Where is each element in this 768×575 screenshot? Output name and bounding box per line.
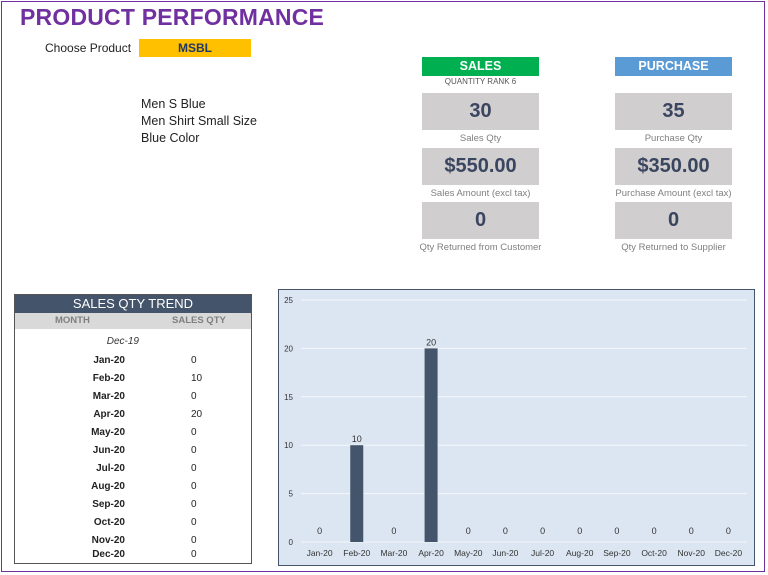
x-tick-label: Nov-20	[678, 548, 706, 558]
table-row: Dec-20 0	[15, 547, 251, 563]
trend-month-cell: Dec-20	[92, 549, 125, 560]
y-tick-label: 10	[284, 441, 293, 450]
qty-returned-from-customer-value: 0	[422, 202, 539, 239]
sales-qty-value: 30	[422, 93, 539, 130]
trend-month-cell: Oct-20	[93, 517, 125, 528]
trend-month-cell: Feb-20	[92, 373, 125, 384]
data-label: 0	[614, 526, 619, 536]
x-tick-label: Oct-20	[641, 548, 667, 558]
table-row: Oct-20 0	[15, 515, 251, 531]
data-label: 0	[726, 526, 731, 536]
table-row: Jun-20 0	[15, 443, 251, 459]
x-tick-label: Jul-20	[531, 548, 554, 558]
trend-qty-cell: 0	[191, 355, 197, 366]
trend-month-cell: Jan-20	[93, 355, 125, 366]
table-row: May-20 0	[15, 425, 251, 441]
data-label: 0	[503, 526, 508, 536]
table-row: Aug-20 0	[15, 479, 251, 495]
trend-qty-cell: 20	[191, 409, 203, 420]
table-row: Apr-20 20	[15, 407, 251, 423]
data-label: 0	[317, 526, 322, 536]
purchase-header: PURCHASE	[615, 57, 732, 76]
data-label: 10	[352, 434, 362, 444]
trend-table-header: MONTH SALES QTY	[15, 313, 251, 329]
purchase-amount-value: $350.00	[615, 148, 732, 185]
y-tick-label: 25	[284, 296, 293, 305]
trend-qty-cell: 10	[191, 373, 203, 384]
trend-qty-cell: 0	[191, 481, 197, 492]
x-tick-label: May-20	[454, 548, 483, 558]
trend-qty-cell: 0	[191, 463, 197, 474]
trend-table-title: SALES QTY TREND	[15, 295, 251, 313]
x-tick-label: Aug-20	[566, 548, 594, 558]
trend-month-cell: Apr-20	[93, 409, 125, 420]
purchase-qty-value: 35	[615, 93, 732, 130]
qty-returned-from-customer-label: Qty Returned from Customer	[419, 242, 542, 253]
trend-qty-cell: 0	[191, 445, 197, 456]
product-selector[interactable]: MSBL	[139, 39, 251, 57]
table-row: Jul-20 0	[15, 461, 251, 477]
sales-amount-label: Sales Amount (excl tax)	[430, 188, 531, 199]
table-row: Nov-20 0	[15, 533, 251, 549]
trend-qty-cell: 0	[191, 517, 197, 528]
sales-amount-value: $550.00	[422, 148, 539, 185]
sales-qty-column-header: SALES QTY	[172, 315, 226, 326]
product-description-line-2: Men Shirt Small Size	[141, 114, 258, 128]
product-description-line-1: Men S Blue	[141, 97, 206, 111]
x-tick-label: Sep-20	[603, 548, 631, 558]
bar	[424, 348, 438, 542]
sales-qty-label: Sales Qty	[459, 133, 502, 144]
x-tick-label: Feb-20	[343, 548, 370, 558]
x-tick-label: Jun-20	[492, 548, 518, 558]
qty-returned-to-supplier-label: Qty Returned to Supplier	[621, 242, 726, 253]
trend-start-month: Dec-19	[106, 336, 139, 347]
trend-month-cell: Nov-20	[91, 535, 125, 546]
product-description-line-3: Blue Color	[141, 131, 200, 145]
qty-returned-to-supplier-value: 0	[615, 202, 732, 239]
trend-month-cell: Jul-20	[96, 463, 125, 474]
purchase-amount-label: Purchase Amount (excl tax)	[615, 188, 732, 199]
data-label: 0	[577, 526, 582, 536]
y-tick-label: 20	[284, 344, 293, 353]
x-tick-label: Mar-20	[380, 548, 407, 558]
chart-canvas: 0 5 10 15 20 25 0 Jan-20 10 Feb-20 0 Mar-20 20 Apr-20…	[284, 296, 747, 558]
page-title: PRODUCT PERFORMANCE	[20, 4, 325, 30]
trend-month-cell: Sep-20	[92, 499, 125, 510]
data-label: 20	[426, 337, 436, 347]
trend-month-cell: Jun-20	[92, 445, 125, 456]
table-row: Sep-20 0	[15, 497, 251, 513]
trend-month-cell: Aug-20	[91, 481, 125, 492]
data-label: 0	[689, 526, 694, 536]
trend-month-cell: May-20	[91, 427, 125, 438]
table-row: Mar-20 0	[15, 389, 251, 405]
sales-qty-chart: 0 5 10 15 20 25 0 Jan-20 10 Feb-20 0 Mar-20 20 Apr-20…	[278, 289, 755, 566]
trend-qty-cell: 0	[191, 499, 197, 510]
choose-product-label: Choose Product	[45, 41, 132, 55]
y-tick-label: 0	[289, 538, 294, 547]
data-label: 0	[540, 526, 545, 536]
trend-qty-cell: 0	[191, 549, 197, 560]
trend-qty-cell: 0	[191, 427, 197, 438]
x-tick-label: Dec-20	[715, 548, 743, 558]
trend-month-cell: Mar-20	[92, 391, 125, 402]
y-tick-label: 15	[284, 393, 293, 402]
sales-header: SALES	[422, 57, 539, 76]
month-column-header: MONTH	[55, 315, 90, 326]
quantity-rank-label: QUANTITY RANK 6	[444, 77, 517, 86]
table-row: Feb-20 10	[15, 371, 251, 387]
x-tick-label: Apr-20	[418, 548, 444, 558]
trend-qty-cell: 0	[191, 535, 197, 546]
data-label: 0	[391, 526, 396, 536]
data-label: 0	[466, 526, 471, 536]
bar	[350, 445, 364, 542]
sales-qty-trend-table: SALES QTY TREND MONTH SALES QTY Dec-19 J…	[14, 294, 252, 564]
trend-qty-cell: 0	[191, 391, 197, 402]
data-label: 0	[652, 526, 657, 536]
table-row: Jan-20 0	[15, 353, 251, 369]
purchase-qty-label: Purchase Qty	[644, 133, 703, 144]
x-tick-label: Jan-20	[307, 548, 333, 558]
y-tick-label: 5	[289, 490, 294, 499]
